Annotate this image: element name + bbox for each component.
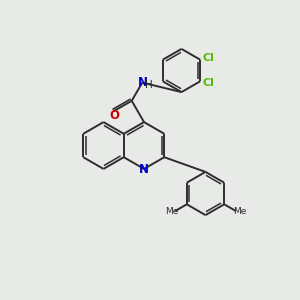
Text: N: N (138, 76, 148, 89)
Text: N: N (139, 163, 149, 176)
Text: Cl: Cl (203, 53, 214, 63)
Text: Cl: Cl (203, 78, 214, 88)
Text: H: H (145, 80, 152, 90)
Text: Me: Me (165, 207, 178, 216)
Text: O: O (109, 109, 119, 122)
Text: Me: Me (233, 207, 246, 216)
